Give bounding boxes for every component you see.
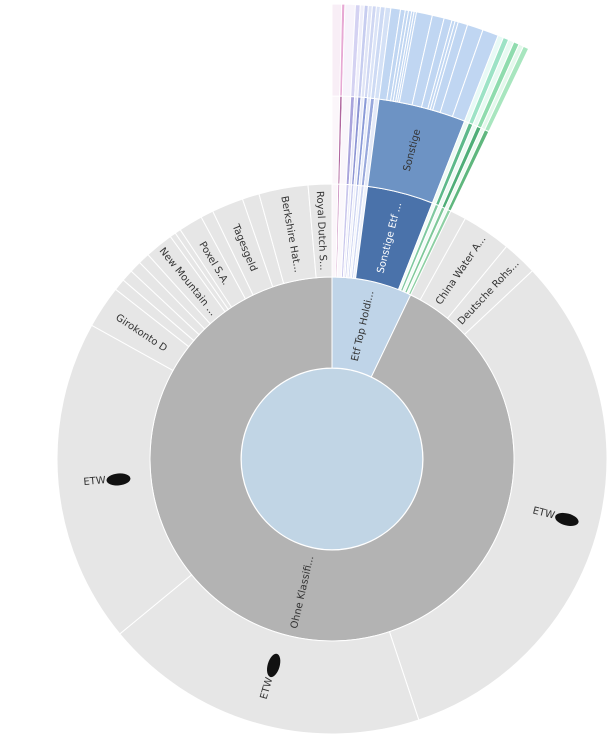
segment-label-group: Royal Dutch S... xyxy=(314,191,328,271)
segment-label-group: ETW xyxy=(531,505,579,526)
redaction-mark xyxy=(267,653,281,678)
sunburst-center[interactable] xyxy=(240,367,424,551)
segment-label: ETW xyxy=(83,475,106,488)
sunburst-segment-level-2[interactable] xyxy=(307,183,333,279)
redaction-mark xyxy=(106,473,131,486)
sunburst-segments xyxy=(56,3,608,735)
segment-label-group: ETW xyxy=(83,473,131,488)
redaction-mark xyxy=(555,512,579,526)
sunburst-segment-level-2[interactable] xyxy=(388,270,608,721)
segment-label: Royal Dutch S... xyxy=(314,191,328,271)
segment-label: ETW xyxy=(531,505,555,521)
sunburst-segment-level-4[interactable] xyxy=(484,45,530,133)
